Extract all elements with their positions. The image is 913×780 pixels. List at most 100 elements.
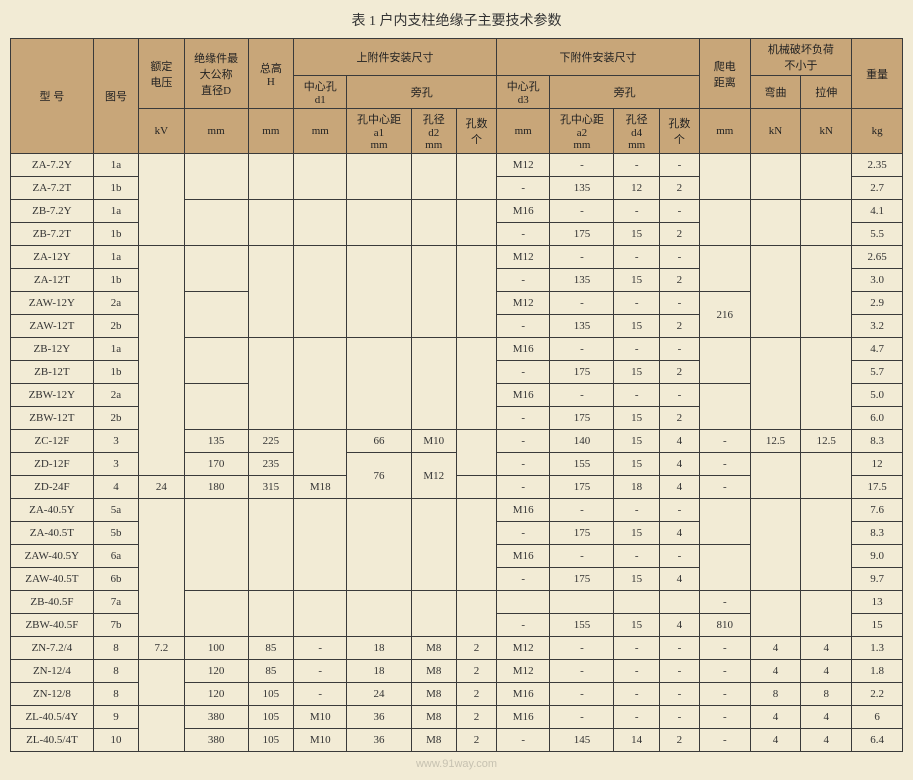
- cell: [496, 591, 549, 614]
- cell: 13: [852, 591, 903, 614]
- cell: ZL-40.5/4Y: [11, 706, 94, 729]
- cell: -: [699, 430, 750, 453]
- col-header: 总高 H: [248, 39, 293, 109]
- cell: 2: [659, 361, 699, 384]
- cell: 36: [347, 729, 411, 752]
- cell: ZN-12/8: [11, 683, 94, 706]
- cell: -: [294, 660, 347, 683]
- cell: [184, 384, 248, 430]
- cell: -: [496, 269, 549, 292]
- cell: [184, 499, 248, 591]
- cell: 175: [550, 522, 614, 545]
- cell: M8: [411, 706, 456, 729]
- cell: [347, 246, 411, 338]
- cell: -: [294, 637, 347, 660]
- cell: 120: [184, 683, 248, 706]
- cell: 85: [248, 637, 293, 660]
- cell: 7a: [93, 591, 138, 614]
- cell: 3.2: [852, 315, 903, 338]
- cell: [294, 200, 347, 246]
- cell: [139, 499, 184, 637]
- cell: 105: [248, 706, 293, 729]
- cell: 10: [93, 729, 138, 752]
- cell: M8: [411, 729, 456, 752]
- cell: 6: [852, 706, 903, 729]
- cell: 145: [550, 729, 614, 752]
- cell: ZAW-12Y: [11, 292, 94, 315]
- cell: [801, 338, 852, 430]
- col-header: 机械破坏负荷 不小于: [750, 39, 851, 76]
- cell: 4: [750, 660, 801, 683]
- cell: -: [550, 154, 614, 177]
- cell: [750, 246, 801, 338]
- cell: 1b: [93, 177, 138, 200]
- cell: -: [550, 499, 614, 522]
- cell: 2a: [93, 292, 138, 315]
- cell: 135: [550, 177, 614, 200]
- cell: -: [550, 660, 614, 683]
- cell: 6.0: [852, 407, 903, 430]
- cell: 7b: [93, 614, 138, 637]
- col-header: 爬电 距离: [699, 39, 750, 109]
- cell: -: [699, 729, 750, 752]
- cell: 2: [456, 660, 496, 683]
- col-header: 中心孔 d1: [294, 76, 347, 109]
- cell: -: [659, 683, 699, 706]
- cell: [139, 154, 184, 246]
- cell: 4: [659, 430, 699, 453]
- col-header: 中心孔 d3: [496, 76, 549, 109]
- cell: 18: [347, 660, 411, 683]
- cell: 2b: [93, 407, 138, 430]
- cell: 4: [801, 660, 852, 683]
- cell: [294, 338, 347, 430]
- cell: [248, 338, 293, 430]
- cell: -: [659, 200, 699, 223]
- cell: 2: [456, 729, 496, 752]
- cell: 66: [347, 430, 411, 453]
- cell: ZD-24F: [11, 476, 94, 499]
- cell: 4: [659, 568, 699, 591]
- cell: -: [294, 683, 347, 706]
- cell: -: [659, 706, 699, 729]
- cell: [801, 246, 852, 338]
- cell: 8: [801, 683, 852, 706]
- cell: 155: [550, 614, 614, 637]
- cell: -: [496, 476, 549, 499]
- cell: 5.0: [852, 384, 903, 407]
- cell: -: [659, 292, 699, 315]
- cell: 24: [347, 683, 411, 706]
- cell: 380: [184, 729, 248, 752]
- cell: 100: [184, 637, 248, 660]
- cell: M16: [496, 338, 549, 361]
- cell: 2: [659, 269, 699, 292]
- cell: ZAW-12T: [11, 315, 94, 338]
- cell: -: [614, 545, 659, 568]
- col-header: 弯曲: [750, 76, 801, 109]
- cell: ZA-7.2T: [11, 177, 94, 200]
- cell: [248, 591, 293, 637]
- cell: M16: [496, 683, 549, 706]
- cell: 4.1: [852, 200, 903, 223]
- cell: -: [614, 200, 659, 223]
- cell: 2.7: [852, 177, 903, 200]
- cell: 2: [659, 223, 699, 246]
- cell: 6b: [93, 568, 138, 591]
- cell: [411, 246, 456, 338]
- cell: 4: [659, 614, 699, 637]
- cell: 24: [139, 476, 184, 499]
- cell: [699, 338, 750, 384]
- cell: ZB-40.5F: [11, 591, 94, 614]
- cell: [248, 200, 293, 246]
- cell: [750, 154, 801, 200]
- cell: 1b: [93, 361, 138, 384]
- col-header: mm: [699, 109, 750, 154]
- cell: -: [614, 660, 659, 683]
- cell: M12: [496, 660, 549, 683]
- cell: [294, 154, 347, 200]
- cell: -: [614, 683, 659, 706]
- cell: [456, 476, 496, 499]
- col-header: 孔中心距 a2 mm: [550, 109, 614, 154]
- cell: [750, 200, 801, 246]
- cell: [411, 499, 456, 591]
- cell: 105: [248, 729, 293, 752]
